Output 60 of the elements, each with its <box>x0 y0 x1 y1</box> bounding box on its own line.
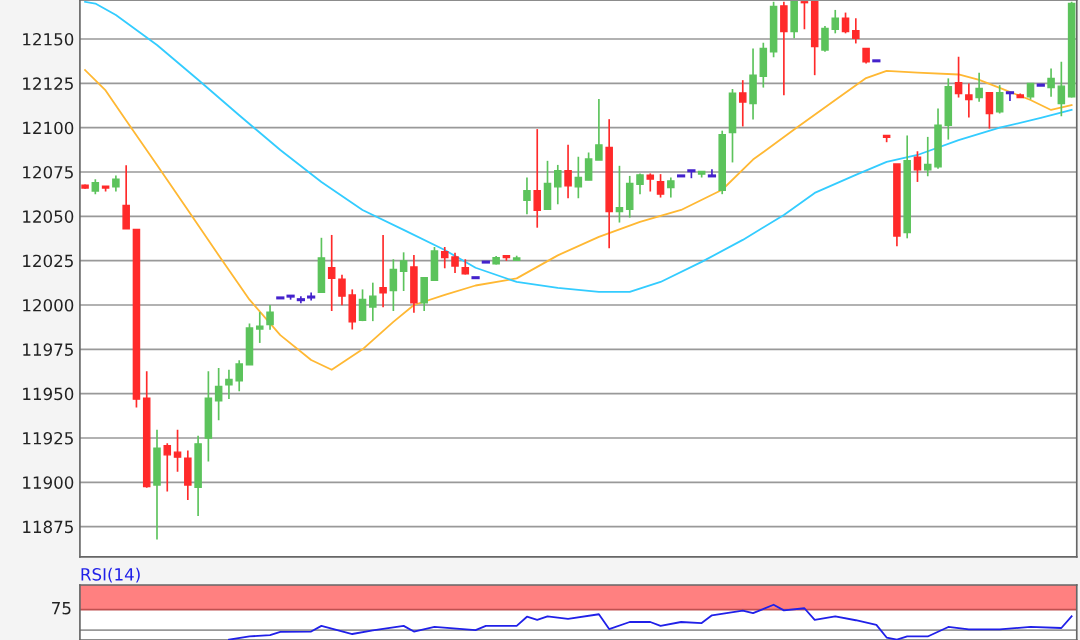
candlestick <box>523 176 531 216</box>
candlestick <box>451 251 459 274</box>
candlestick <box>738 79 747 128</box>
candlestick <box>584 151 593 181</box>
candlestick <box>266 304 274 331</box>
y-tick-label: 12075 <box>23 165 73 179</box>
candlestick <box>615 164 624 224</box>
candlestick <box>122 164 130 230</box>
line-series <box>84 0 1073 293</box>
y-tick-label: 11950 <box>23 387 74 401</box>
candlestick <box>255 311 264 344</box>
candlestick <box>533 128 542 229</box>
candlestick <box>913 150 922 183</box>
chart-title: RSI(14) <box>81 567 140 583</box>
candlestick <box>358 288 367 322</box>
candlestick <box>800 0 809 31</box>
y-tick-label: 12050 <box>23 210 74 223</box>
candlestick <box>985 91 994 130</box>
candlestick <box>173 429 182 473</box>
candlestick <box>564 144 572 200</box>
candlestick <box>389 258 398 312</box>
y-tick-label: 11925 <box>23 431 73 445</box>
candlestick <box>831 9 840 35</box>
candlestick <box>225 368 233 400</box>
candlestick <box>841 11 850 35</box>
candlestick <box>995 84 1004 115</box>
candlestick <box>595 98 603 161</box>
y-tick-label: 11975 <box>23 343 73 356</box>
candlestick <box>646 172 655 193</box>
candlestick <box>399 251 408 292</box>
text: 75 <box>52 602 71 615</box>
y-tick-label: 12025 <box>23 254 73 268</box>
y-tick-label: 12000 <box>23 298 74 312</box>
candlestick <box>1057 60 1066 118</box>
y-tick-label: 12100 <box>23 121 74 135</box>
candlestick <box>338 274 346 307</box>
candlestick <box>965 82 973 119</box>
candlestick <box>975 71 983 103</box>
candlestick <box>852 17 860 45</box>
y-tick-label: 11900 <box>23 476 74 489</box>
candlestick <box>574 155 583 200</box>
candlestick <box>214 367 223 422</box>
candlestick <box>369 281 377 322</box>
candlestick <box>636 172 644 196</box>
candlestick <box>954 55 963 99</box>
candlestick <box>327 234 336 312</box>
candlestick <box>821 25 829 53</box>
candlestick <box>440 246 449 270</box>
y-tick-label: 12150 <box>23 32 74 46</box>
candlestick <box>163 442 172 493</box>
y-tick-label: 12125 <box>23 77 73 90</box>
candlestick <box>379 234 387 309</box>
candlestick <box>235 359 243 393</box>
y-tick-label: 11875 <box>23 520 73 534</box>
candlestick <box>554 164 562 206</box>
candlestick <box>667 176 675 199</box>
line-series <box>84 69 1073 371</box>
candlestick <box>656 173 665 199</box>
candlestick <box>923 136 932 178</box>
candlestick <box>1047 67 1055 98</box>
